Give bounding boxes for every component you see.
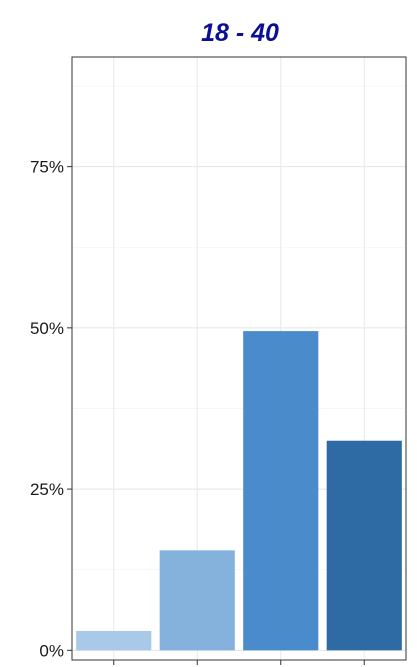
plot-border — [71, 56, 407, 661]
y-tick-label: 50% — [30, 319, 64, 338]
y-tick-label: 0% — [39, 641, 64, 660]
y-tick-label: 25% — [30, 480, 64, 499]
plot-area — [71, 56, 407, 661]
y-axis: 0% 25% 50% 75% — [30, 158, 72, 660]
bars — [76, 331, 402, 651]
bar-2 — [159, 550, 235, 651]
x-axis — [113, 660, 365, 665]
bar-1 — [76, 630, 152, 651]
y-tick-label: 75% — [30, 158, 64, 177]
bar-3 — [243, 331, 319, 651]
chart-title: 18 - 40 — [201, 19, 279, 47]
bar-4 — [326, 440, 402, 651]
